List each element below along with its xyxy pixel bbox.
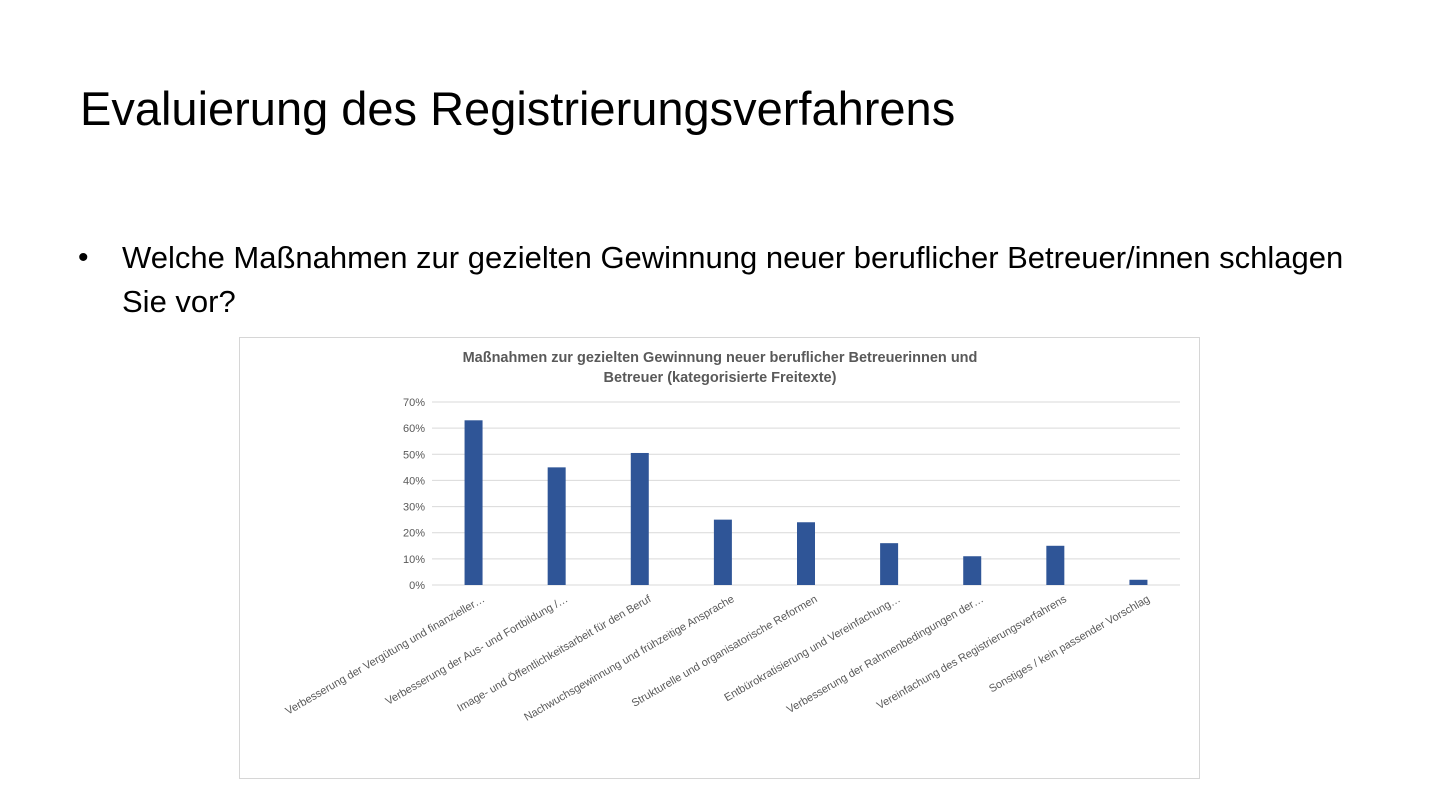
chart-title-line-2: Betreuer (kategorisierte Freitexte)	[604, 370, 837, 386]
bar	[963, 556, 982, 585]
bar	[1129, 579, 1148, 585]
bar	[630, 452, 649, 585]
chart-title-line-1: Maßnahmen zur gezielten Gewinnung neuer …	[463, 350, 978, 366]
bars	[464, 420, 1148, 585]
chart-frame: Maßnahmen zur gezielten Gewinnung neuer …	[239, 337, 1200, 779]
y-tick-label: 40%	[403, 475, 425, 487]
bar	[464, 420, 483, 585]
y-tick-label: 10%	[403, 554, 425, 566]
bar	[797, 522, 815, 585]
x-axis: Verbesserung der Vergütung und finanziel…	[284, 593, 1152, 724]
x-category-label: Sonstiges / kein passender Vorschlag	[987, 593, 1152, 695]
bullet-marker: •	[78, 241, 89, 274]
x-category-label: Entbürokratisierung und Vereinfachung…	[722, 593, 902, 704]
y-axis: 0% 10% 20% 30% 40% 50% 60% 70%	[403, 397, 425, 592]
y-tick-label: 60%	[403, 423, 425, 435]
y-tick-label: 30%	[403, 502, 425, 514]
y-tick-label: 70%	[403, 397, 425, 409]
bar-chart: Maßnahmen zur gezielten Gewinnung neuer …	[284, 350, 1180, 724]
y-tick-label: 50%	[403, 449, 425, 461]
question-text: Welche Maßnahmen zur gezielten Gewinnung…	[122, 240, 1344, 319]
bar	[880, 543, 899, 585]
chart-title: Maßnahmen zur gezielten Gewinnung neuer …	[463, 350, 978, 386]
bar	[547, 467, 566, 585]
y-tick-label: 20%	[403, 528, 425, 540]
slide-title: Evaluierung des Registrierungsverfahrens	[80, 82, 956, 135]
y-tick-label: 0%	[409, 580, 425, 592]
bar	[1046, 545, 1065, 585]
bar	[713, 519, 732, 585]
